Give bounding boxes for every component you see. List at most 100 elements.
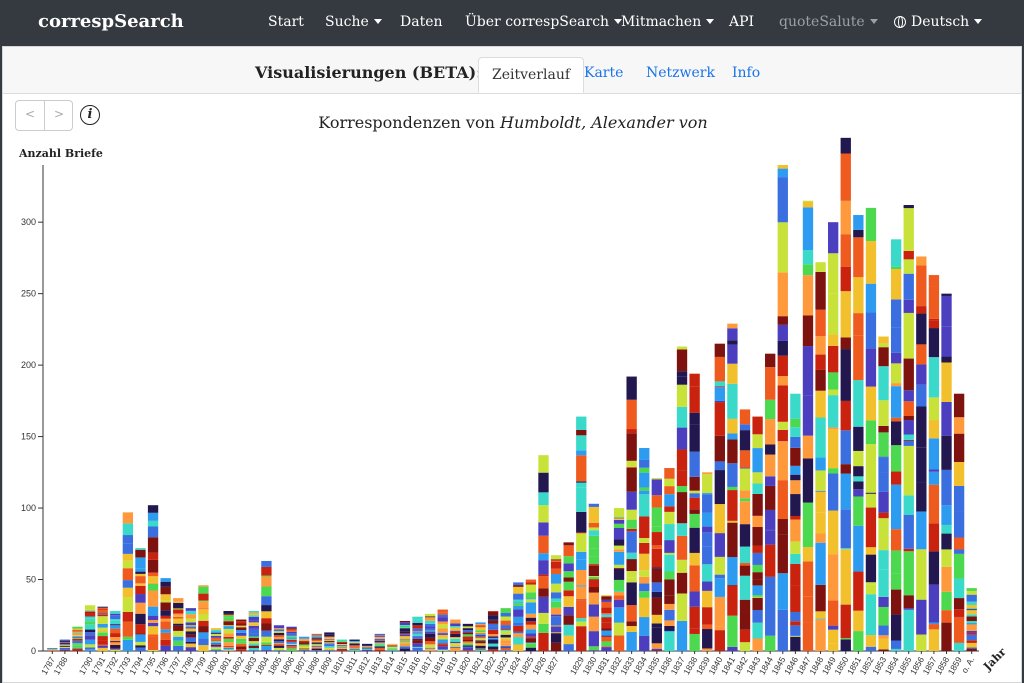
bar-1855[interactable] [903,205,914,651]
bar-1837[interactable] [676,346,688,651]
bar-1850[interactable] [840,137,851,651]
bar-1833[interactable] [626,376,637,651]
bar-segment [626,582,637,606]
bar-1843[interactable] [752,416,763,651]
bar-1787[interactable] [47,648,58,651]
bar-1838[interactable] [689,373,700,651]
bar-1824[interactable] [513,582,524,651]
bar-1816[interactable] [412,616,423,651]
bar-1835[interactable] [651,478,662,651]
prev-button[interactable]: < [24,107,36,121]
bar-segment [248,629,259,634]
bar-1823[interactable] [500,608,511,651]
bar-1801[interactable] [223,610,234,651]
info-icon[interactable]: i [80,105,100,125]
bar-1842[interactable] [739,409,751,651]
bar-1788[interactable] [59,639,71,651]
bar-1836[interactable] [664,468,675,651]
bar-1794[interactable] [135,548,146,651]
bar-1817[interactable] [424,613,436,651]
bar-1802[interactable] [236,619,247,651]
bar-1789[interactable] [72,626,83,651]
bar-1847[interactable] [802,200,814,651]
bar-1830[interactable] [588,503,600,651]
bar-1853[interactable] [878,336,889,651]
bar-1804[interactable] [261,560,272,651]
bar-1808[interactable] [311,633,322,651]
bar-1815[interactable] [399,620,411,651]
bar-segment [374,647,385,649]
bar-1839[interactable] [702,472,713,651]
bar-1831[interactable] [601,595,612,651]
bar-segment [84,644,96,648]
nav-item-quotesalute[interactable]: quoteSalute [779,14,878,30]
bar-1799[interactable] [198,585,209,651]
next-button[interactable]: > [53,107,65,121]
nav-item-suche[interactable]: Suche [325,14,382,30]
bar-1818[interactable] [437,609,448,651]
bar-1858[interactable] [941,293,952,651]
bar-1809[interactable] [324,632,335,651]
nav-item-start[interactable]: Start [268,14,304,30]
bar-1828[interactable] [563,542,574,651]
bar-1851[interactable] [853,215,864,651]
bar-1841[interactable] [727,323,738,651]
nav-item-daten[interactable]: Daten [400,14,443,30]
bar-1797[interactable] [173,598,184,651]
bar-1806[interactable] [286,626,297,651]
bar-1829[interactable] [576,416,587,651]
bar-1856[interactable] [916,256,927,651]
bar-1849[interactable] [828,222,839,651]
tab-info[interactable]: Info [732,65,761,81]
bar-1825[interactable] [525,579,537,651]
bar-1800[interactable] [210,628,222,651]
nav-item-api[interactable]: API [729,14,754,30]
bar-1848[interactable] [815,262,826,651]
tab-zeitverlauf[interactable]: Zeitverlauf [478,57,585,93]
bar-segment [185,610,196,615]
bar-1793[interactable] [122,512,134,651]
bar-1840[interactable] [714,343,725,651]
tab-netzwerk[interactable]: Netzwerk [646,65,715,81]
nav-item-mitmachen[interactable]: Mitmachen [621,14,715,30]
bar-segment [714,578,725,597]
bar-1798[interactable] [185,608,196,651]
bar-1813[interactable] [374,633,385,651]
bar-segment [966,640,977,643]
bar-1821[interactable] [475,622,486,651]
bar-1819[interactable] [450,619,461,651]
bar-segment [576,532,587,534]
bar-1803[interactable] [248,610,259,651]
bar-1832[interactable] [613,508,625,651]
bar-segment [853,335,864,381]
bar-1807[interactable] [299,636,310,651]
bar-1792[interactable] [110,610,121,651]
nav-item-deutsch[interactable]: Deutsch [894,14,983,30]
bar-1826[interactable] [538,455,549,651]
bar-1857[interactable] [928,275,940,651]
bar-1827[interactable] [550,555,562,651]
bar-1790[interactable] [84,605,96,651]
bar-1822[interactable] [487,610,499,651]
bar-1845[interactable] [777,165,788,651]
bar-1805[interactable] [273,625,285,651]
bar-1844[interactable] [765,353,776,651]
bar-1852[interactable] [865,207,877,651]
bar-1846[interactable] [790,393,801,651]
bar-1791[interactable] [97,606,108,651]
nav-item-ber-correspsearch[interactable]: Über correspSearch [465,14,623,30]
tab-karte[interactable]: Karte [584,65,624,81]
bar-1812[interactable] [362,643,373,651]
bar-1834[interactable] [639,448,650,651]
bar-1814[interactable] [387,643,398,651]
bar-1854[interactable] [890,239,902,651]
brand-logo[interactable]: correspSearch [38,11,184,32]
bar-1796[interactable] [160,578,171,651]
bar-o. A.[interactable] [966,588,977,651]
bar-segment [173,645,184,651]
bar-1795[interactable] [147,505,159,651]
bar-1810[interactable] [336,639,348,651]
bar-1820[interactable] [462,623,474,651]
bar-1859[interactable] [953,393,965,651]
bar-1811[interactable] [349,639,360,651]
